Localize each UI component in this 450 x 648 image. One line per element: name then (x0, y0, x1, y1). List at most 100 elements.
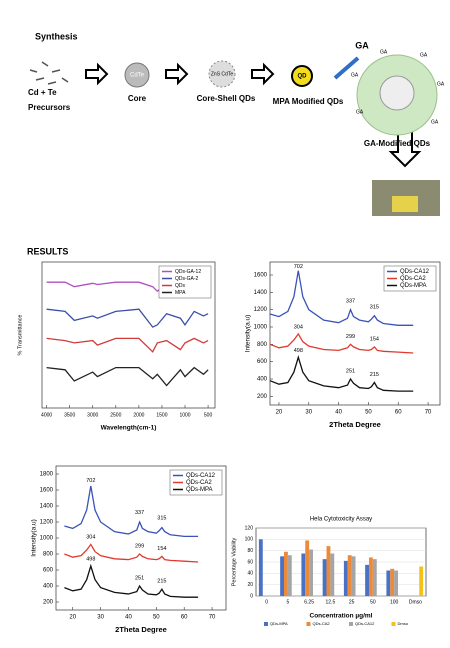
peak-label: 299 (135, 543, 144, 549)
x-tick-label: 70 (209, 615, 216, 621)
y-tick-label: 0 (250, 593, 253, 599)
y-axis-label: Intensity(a.u) (245, 315, 252, 353)
series-line (64, 485, 199, 538)
section-heading: RESULTS (27, 246, 68, 256)
bar (280, 556, 285, 596)
core-inner: CdTe (130, 73, 145, 79)
bar (351, 556, 356, 596)
peak-label: 315 (157, 515, 166, 521)
bar (386, 570, 391, 596)
legend-label: QDs-CA12 (186, 473, 216, 479)
bar (305, 540, 310, 596)
y-tick-label: 800 (43, 552, 54, 558)
y-tick-label: 80 (247, 548, 253, 554)
legend-swatch (391, 622, 396, 626)
y-tick-label: 100 (245, 537, 254, 543)
ga-tag: GA (420, 52, 428, 58)
y-tick-label: 20 (247, 582, 253, 588)
precursor-particles (29, 61, 69, 85)
legend-label: Dmso (398, 621, 409, 626)
vial-liquid (392, 196, 418, 212)
x-tick-label: 40 (335, 410, 342, 416)
series-line (64, 563, 199, 598)
x-tick-label: 60 (181, 615, 188, 621)
legend-label: QDs (175, 283, 186, 289)
chart-title: Hela Cytotoxicity Assay (310, 517, 372, 523)
x-tick-label: 50 (153, 615, 160, 621)
y-tick-label: 60 (247, 559, 253, 565)
legend-swatch (264, 622, 268, 626)
plot-frame (41, 261, 216, 409)
y-axis-label: Percentage Viability (231, 537, 237, 586)
ga-tag: GA (356, 109, 364, 115)
ga-tag: GA (437, 81, 445, 87)
x-tick-label: 12.5 (326, 599, 336, 605)
y-tick-label: 800 (257, 342, 268, 348)
x-tick-label: 2500 (110, 412, 121, 418)
bar (365, 564, 370, 596)
y-tick-label: 200 (257, 394, 268, 400)
mpa-dot (291, 65, 313, 87)
x-tick-label: 40 (125, 615, 132, 621)
x-tick-label: 20 (69, 615, 76, 621)
bar (326, 546, 331, 596)
synthesis-title: Synthesis (35, 31, 78, 41)
peak-label: 299 (346, 334, 355, 340)
peak-label: 304 (294, 324, 303, 330)
series-line (269, 270, 414, 326)
legend-label: QDs-CA2 (313, 621, 331, 626)
ga-arrow (333, 56, 360, 80)
mpa-label: MPA Modified QDs (273, 97, 344, 106)
bar (372, 559, 377, 596)
peak-label: 251 (135, 575, 144, 581)
x-tick-label: 30 (97, 615, 104, 621)
peak-label: 337 (346, 298, 355, 304)
arrows (85, 62, 422, 168)
shell-inner: ZnS CdTe (211, 71, 233, 77)
bar (330, 553, 335, 596)
x-tick-label: 2000 (133, 412, 144, 418)
y-tick-label: 600 (257, 359, 268, 365)
ga-tag: GA (351, 72, 359, 78)
peak-label: 498 (294, 348, 303, 354)
x-axis-label: 2Theta Degree (115, 625, 167, 634)
x-tick-label: 60 (395, 410, 402, 416)
legend-label: QDs-CA12 (355, 621, 375, 626)
y-axis-label: % Transmittance (17, 315, 23, 356)
bar (322, 559, 327, 596)
x-tick-label: Dmso (409, 599, 422, 605)
y-tick-label: 200 (43, 600, 54, 606)
y-tick-label: 120 (245, 525, 254, 531)
peak-label: 215 (370, 372, 379, 378)
bar (419, 566, 424, 596)
x-tick-label: 50 (365, 410, 372, 416)
bar (309, 549, 313, 596)
legend-swatch (349, 622, 353, 626)
ga-tag: GA (431, 119, 439, 125)
ga-modified-label: GA-Modified QDs (364, 139, 431, 148)
series-line (46, 308, 209, 328)
x-tick-label: 50 (370, 599, 376, 605)
ga-label: GA (355, 40, 369, 50)
peak-label: 251 (346, 369, 355, 375)
x-tick-label: 25 (349, 599, 355, 605)
core-shell-label: Core-Shell QDs (197, 94, 256, 103)
series-line (269, 355, 414, 392)
legend-label: MPA (175, 290, 186, 296)
core-label: Core (128, 94, 147, 103)
bar (347, 555, 352, 596)
y-tick-label: 1400 (254, 290, 268, 296)
x-tick-label: 0 (265, 599, 268, 605)
legend-label: QDs-CA2 (400, 276, 426, 282)
y-tick-label: 600 (43, 568, 54, 574)
x-tick-label: 6.25 (304, 599, 314, 605)
series-line (269, 332, 414, 354)
legend-swatch (306, 622, 311, 626)
x-axis-label: Concentration µg/ml (310, 613, 373, 620)
y-tick-label: 1600 (254, 273, 268, 279)
y-tick-label: 40 (247, 571, 253, 577)
x-tick-label: 5 (286, 599, 289, 605)
x-tick-label: 4000 (41, 412, 52, 418)
y-tick-label: 1400 (40, 504, 54, 510)
